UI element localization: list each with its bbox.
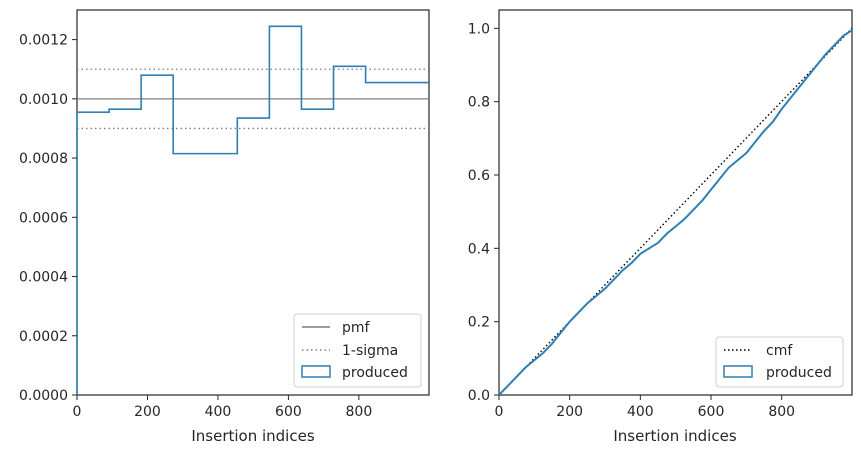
y-tick-label: 0.2 — [468, 315, 490, 331]
x-tick-label: 800 — [346, 404, 373, 420]
legend-produced-label: produced — [342, 365, 408, 381]
x-tick-label: 600 — [275, 404, 302, 420]
cumulative-panel: 0 200 400 600 800 0.0 0.2 0.4 0.6 0.8 1.0 Inserti… — [468, 9, 853, 445]
legend-produced-label: produced — [766, 365, 832, 381]
y-tick-label: 1.0 — [468, 21, 490, 37]
x-tick-label: 200 — [556, 404, 583, 420]
y-tick-label: 0.6 — [468, 168, 490, 184]
plot-frame — [498, 9, 853, 396]
legend: pmf 1-sigma produced — [293, 313, 422, 388]
x-axis-label: Insertion indices — [613, 427, 736, 445]
cmf-line — [498, 27, 853, 396]
legend: cmf produced — [715, 336, 844, 388]
x-tick-label: 0 — [495, 404, 504, 420]
produced-step-line — [76, 25, 429, 395]
y-tick-label: 0.8 — [468, 95, 490, 111]
legend-produced-swatch — [723, 365, 753, 378]
x-tick-label: 800 — [768, 404, 795, 420]
y-tick-label: 0.0002 — [19, 329, 68, 345]
legend-produced-swatch — [301, 365, 331, 378]
produced-line — [498, 29, 853, 396]
y-axis-ticks: 0.0000 0.0002 0.0004 0.0006 0.0008 0.0010 0.00… — [19, 33, 77, 404]
reference-lines — [77, 68, 429, 130]
x-tick-label: 200 — [134, 404, 161, 420]
x-axis-ticks: 0 200 400 600 800 — [495, 395, 795, 420]
x-tick-label: 600 — [698, 404, 725, 420]
y-tick-label: 0.0012 — [19, 33, 68, 49]
x-axis-ticks: 0 200 400 600 800 — [73, 395, 373, 420]
y-tick-label: 0.0010 — [19, 92, 68, 108]
histogram-panel: 0 200 400 600 800 0.00000.00020.00040.00060.… — [19, 9, 430, 445]
y-tick-label: 0.0 — [468, 388, 490, 404]
y-tick-label: 0.0004 — [19, 270, 68, 286]
x-tick-label: 0 — [73, 404, 82, 420]
series-group — [76, 25, 429, 395]
legend-pmf-label: pmf — [342, 320, 371, 336]
y-tick-label: 0.0000 — [19, 388, 68, 404]
y-tick-label: 0.0006 — [19, 210, 68, 226]
x-tick-label: 400 — [627, 404, 654, 420]
series-group — [498, 27, 853, 396]
x-axis-label: Insertion indices — [191, 427, 314, 445]
x-tick-label: 400 — [205, 404, 232, 420]
y-axis-ticks: 0.0 0.2 0.4 0.6 0.8 1.0 — [468, 21, 499, 404]
legend-sigma-label: 1-sigma — [342, 343, 398, 359]
legend-frame — [293, 313, 422, 388]
legend-frame — [715, 336, 844, 388]
legend-cmf-label: cmf — [766, 343, 793, 359]
y-tick-label: 0.4 — [468, 241, 490, 257]
y-tick-label: 0.0008 — [19, 151, 68, 167]
